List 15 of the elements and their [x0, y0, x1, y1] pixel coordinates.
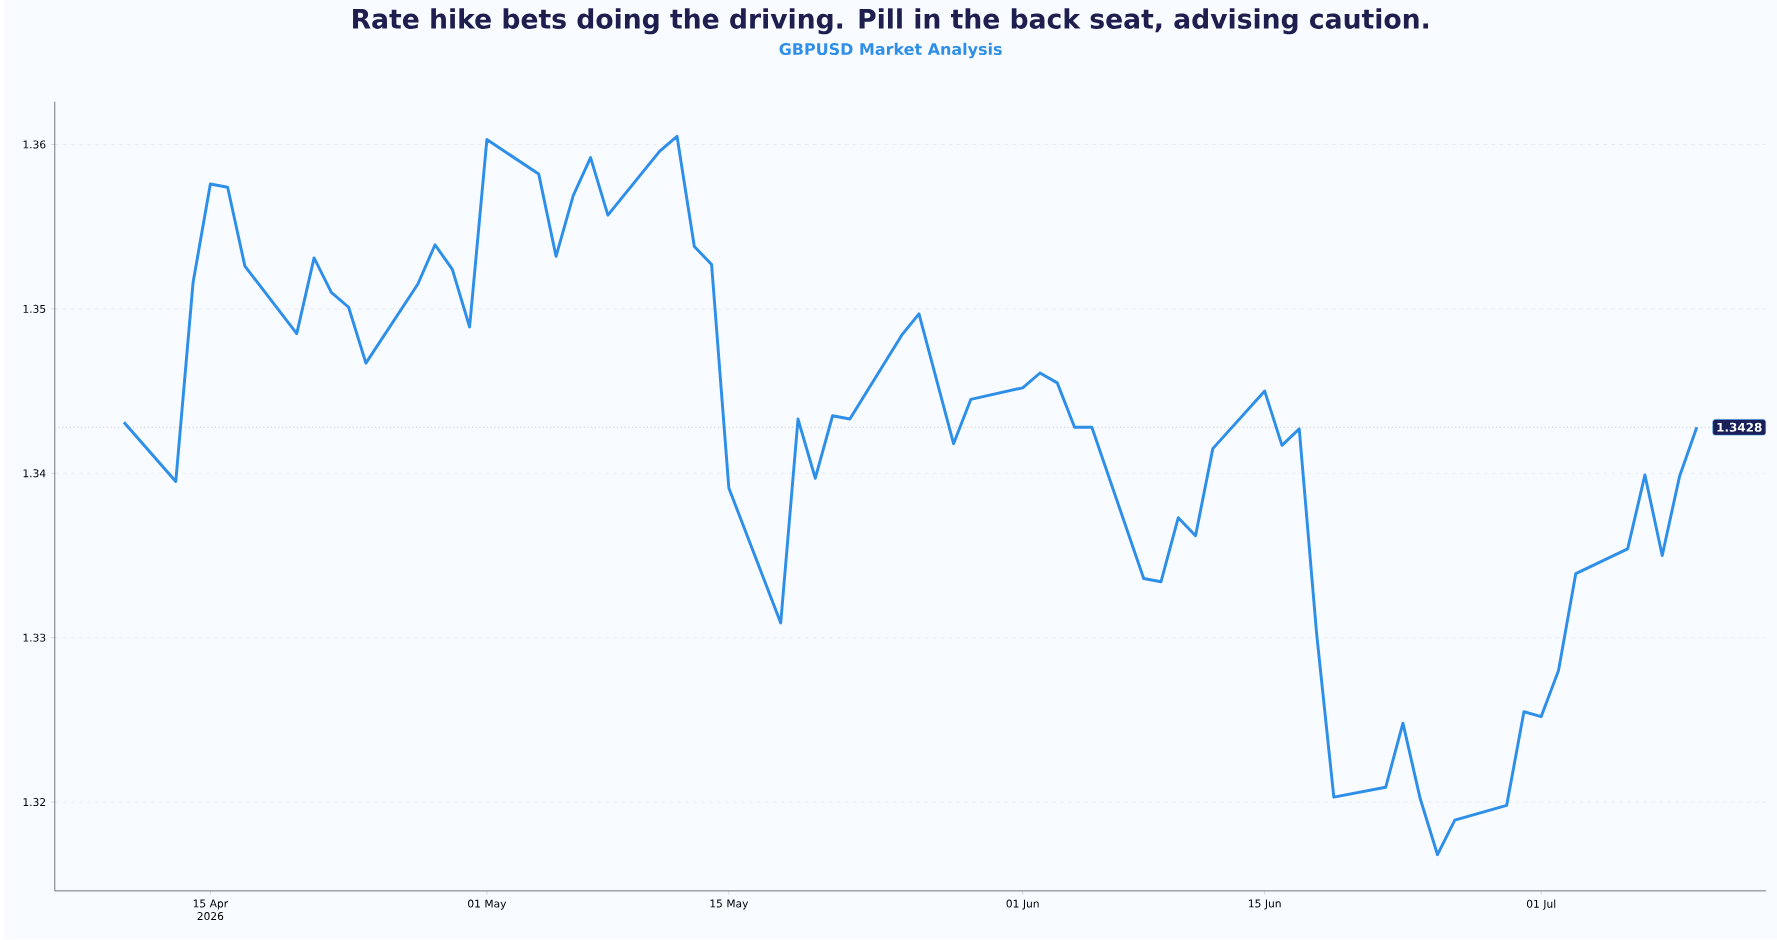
y-tick-label: 1.35 — [23, 304, 46, 314]
y-tick-label: 1.36 — [23, 140, 46, 149]
y-tick-label: 1.32 — [23, 798, 46, 807]
x-tick-label: 15 Apr 2026 — [193, 899, 229, 921]
y-tick-label: 1.34 — [23, 469, 46, 478]
chart-subtitle: GBPUSD Market Analysis — [779, 42, 1002, 59]
chart-title: Rate hike bets doing the driving. Pill in the back seat, advising caution. — [353, 8, 1428, 35]
x-tick-label: 15 Jun — [1249, 899, 1281, 910]
ref-line-label: 1.3428 — [1717, 422, 1762, 432]
x-tick-label: 01 Jul — [1526, 899, 1556, 910]
y-tick-label: 1.33 — [23, 633, 46, 642]
line-series — [122, 134, 1699, 857]
x-tick-label: 01 Jun — [1006, 899, 1039, 910]
x-tick-label: 01 May — [468, 899, 507, 910]
x-tick-label: 15 May — [710, 899, 749, 910]
